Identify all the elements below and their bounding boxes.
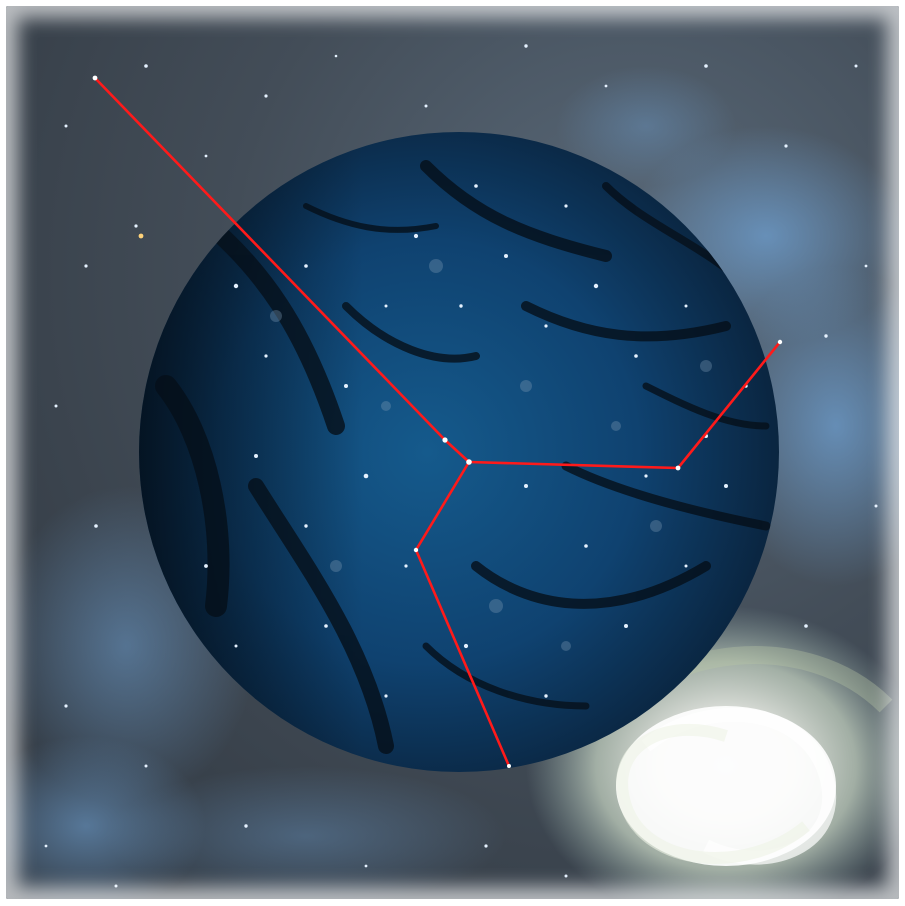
trace-node bbox=[466, 459, 472, 465]
trace-node bbox=[675, 465, 681, 471]
nebula-haze bbox=[6, 66, 899, 899]
inset-star-haze bbox=[270, 259, 712, 651]
inset-stars bbox=[204, 184, 748, 698]
trace-node bbox=[507, 764, 511, 768]
trace-node bbox=[777, 339, 783, 345]
trace-node bbox=[413, 547, 419, 553]
scene-canvas bbox=[6, 6, 899, 899]
field-stars bbox=[44, 44, 878, 888]
trace-node bbox=[442, 437, 448, 443]
trace-nodes bbox=[92, 75, 783, 768]
space-scene bbox=[6, 6, 899, 899]
trace-node bbox=[92, 75, 98, 81]
